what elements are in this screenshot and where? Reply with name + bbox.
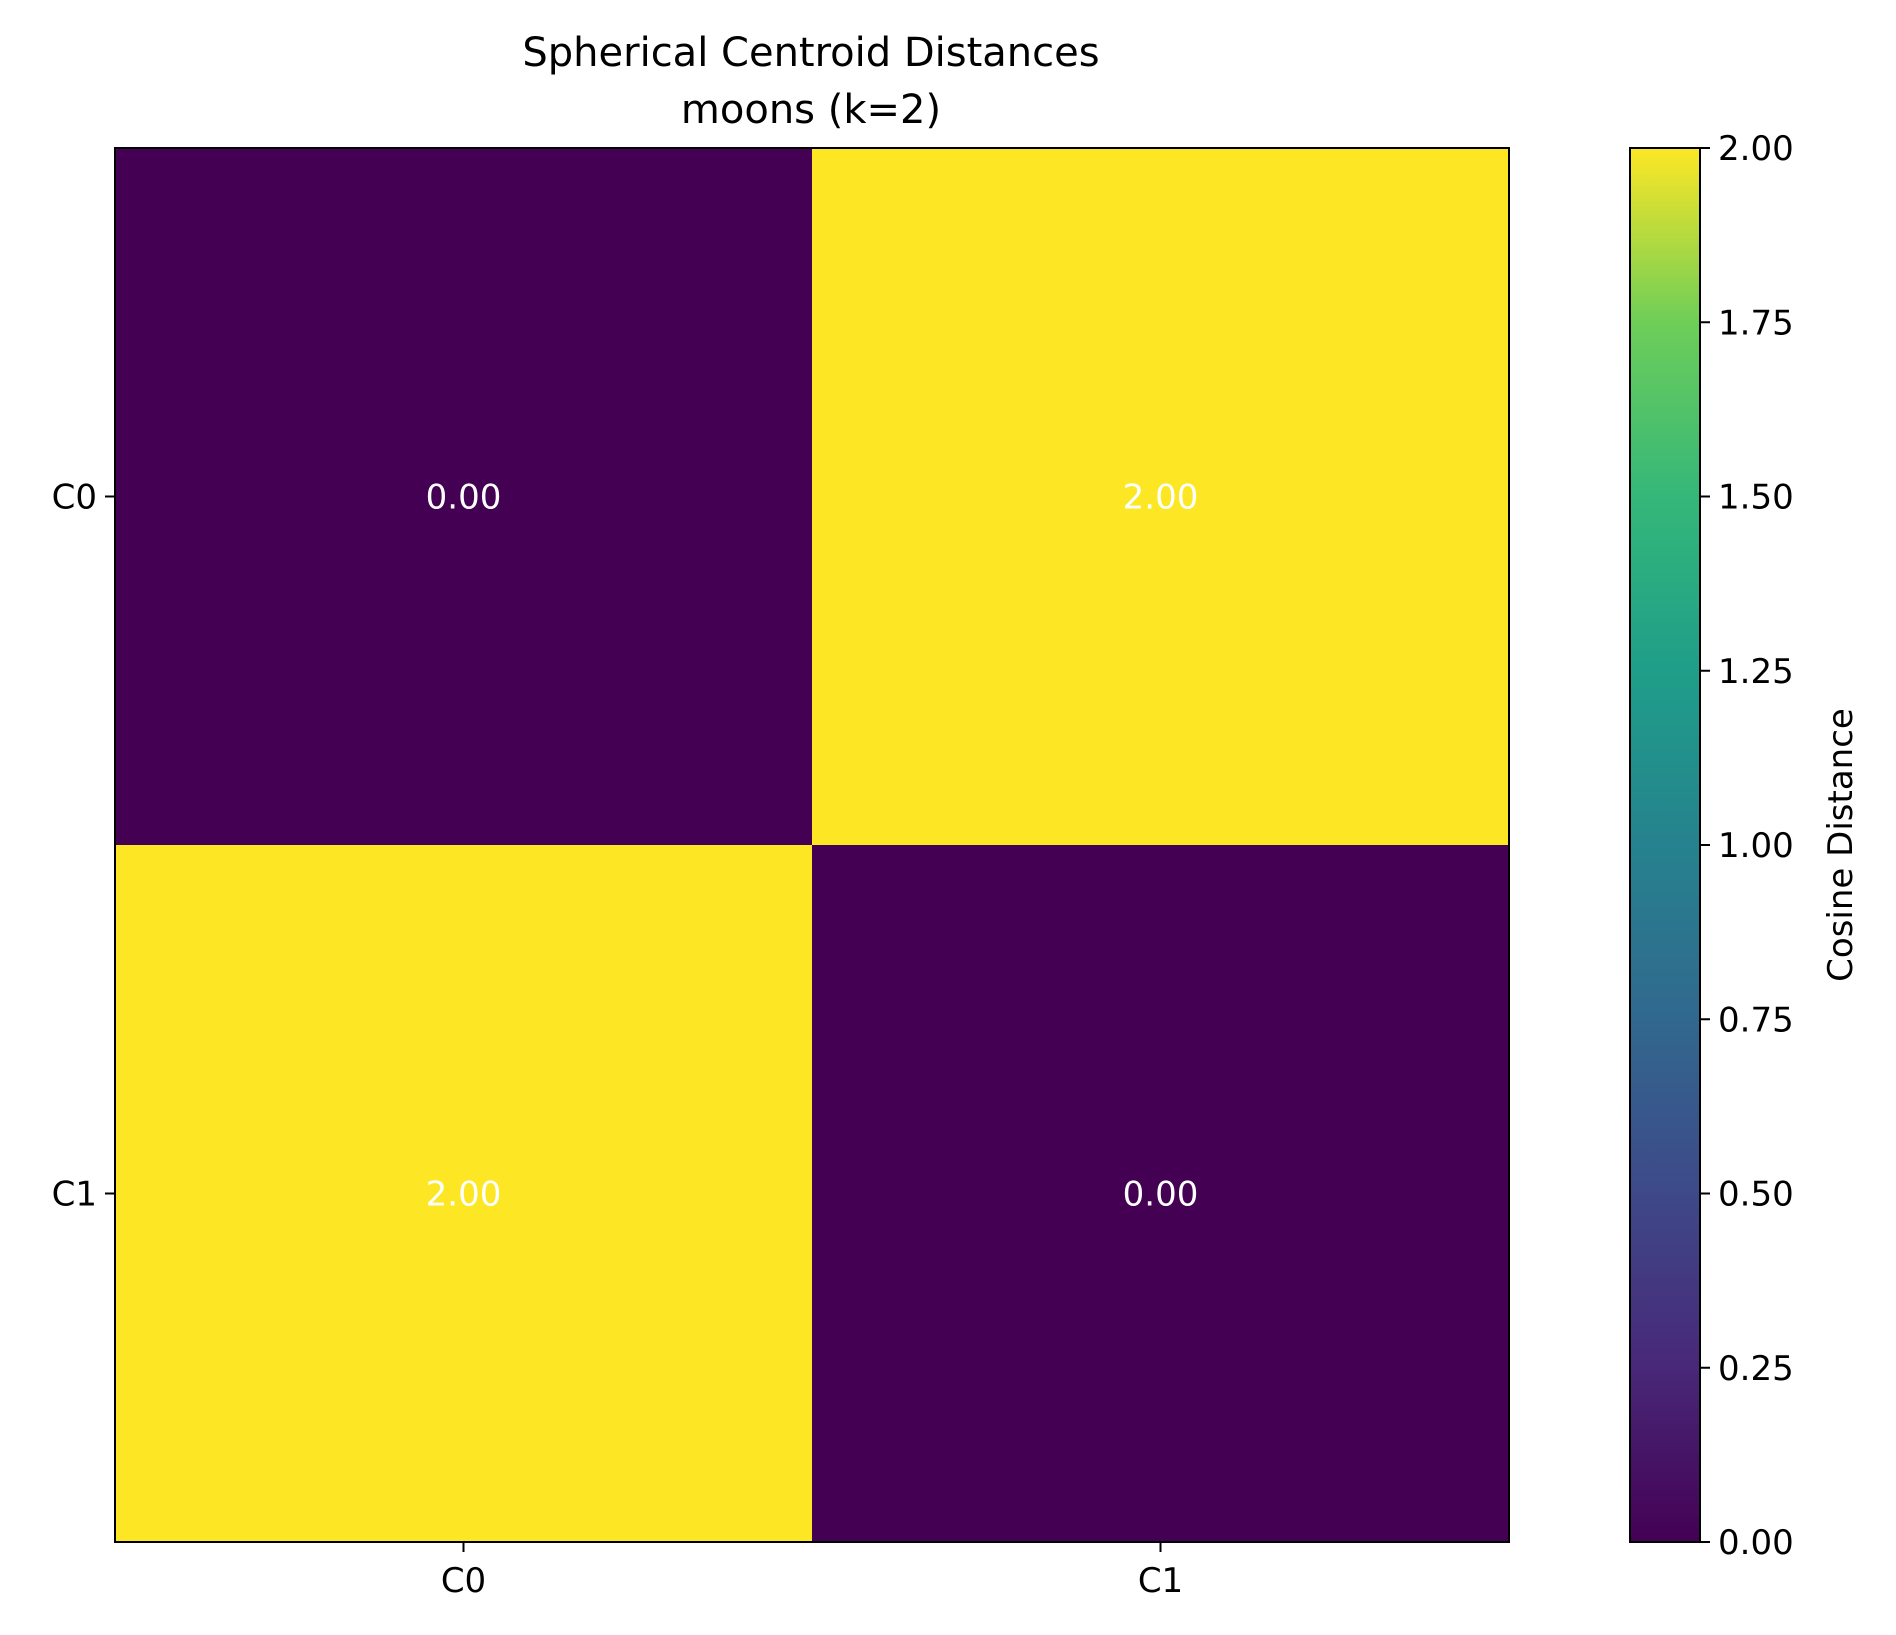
cell-value-label: 0.00 [1123, 1175, 1199, 1215]
colorbar-tick-label: 0.50 [1718, 1175, 1794, 1215]
colorbar-tick-label: 1.50 [1718, 478, 1794, 518]
y-tick-label: C0 [52, 478, 97, 518]
x-tick-label: C0 [441, 1561, 486, 1601]
y-tick-label: C1 [52, 1175, 97, 1215]
colorbar-tick-label: 2.00 [1718, 129, 1794, 169]
heatmap-cell-r1-c0 [115, 845, 812, 1542]
plot-frame [114, 147, 1510, 1543]
colorbar-tick-label: 0.25 [1718, 1349, 1794, 1389]
heatmap-cells [115, 148, 1509, 1542]
cell-value-label: 0.00 [426, 478, 502, 518]
x-tick-label: C1 [1138, 1561, 1183, 1601]
colorbar-tick-label: 1.75 [1718, 303, 1794, 343]
colorbar-tick-label: 1.00 [1718, 826, 1794, 866]
heatmap-cell-r0-c1 [812, 148, 1509, 845]
heatmap-cell-r0-c0 [115, 148, 812, 845]
cell-value-label: 2.00 [1123, 478, 1199, 518]
y-axis: C0 C1 [52, 478, 115, 1215]
x-axis: C0 C1 [441, 1542, 1183, 1601]
chart-title: Spherical Centroid Distances [522, 30, 1099, 76]
colorbar-tick-label: 0.75 [1718, 1000, 1794, 1040]
chart-subtitle: moons (k=2) [681, 87, 941, 133]
colorbar-ticks: 0.00 0.25 0.50 0.75 1.00 1.25 1.50 1.75 2.00 [1700, 129, 1794, 1563]
colorbar-tick-label: 0.00 [1718, 1523, 1794, 1563]
colorbar-label: Cosine Distance [1821, 708, 1861, 982]
colorbar [1629, 147, 1701, 1543]
heatmap-cell-labels: 0.00 2.00 2.00 0.00 [426, 478, 1199, 1215]
cell-value-label: 2.00 [426, 1175, 502, 1215]
heatmap-cell-r1-c1 [812, 845, 1509, 1542]
colorbar-tick-label: 1.25 [1718, 652, 1794, 692]
